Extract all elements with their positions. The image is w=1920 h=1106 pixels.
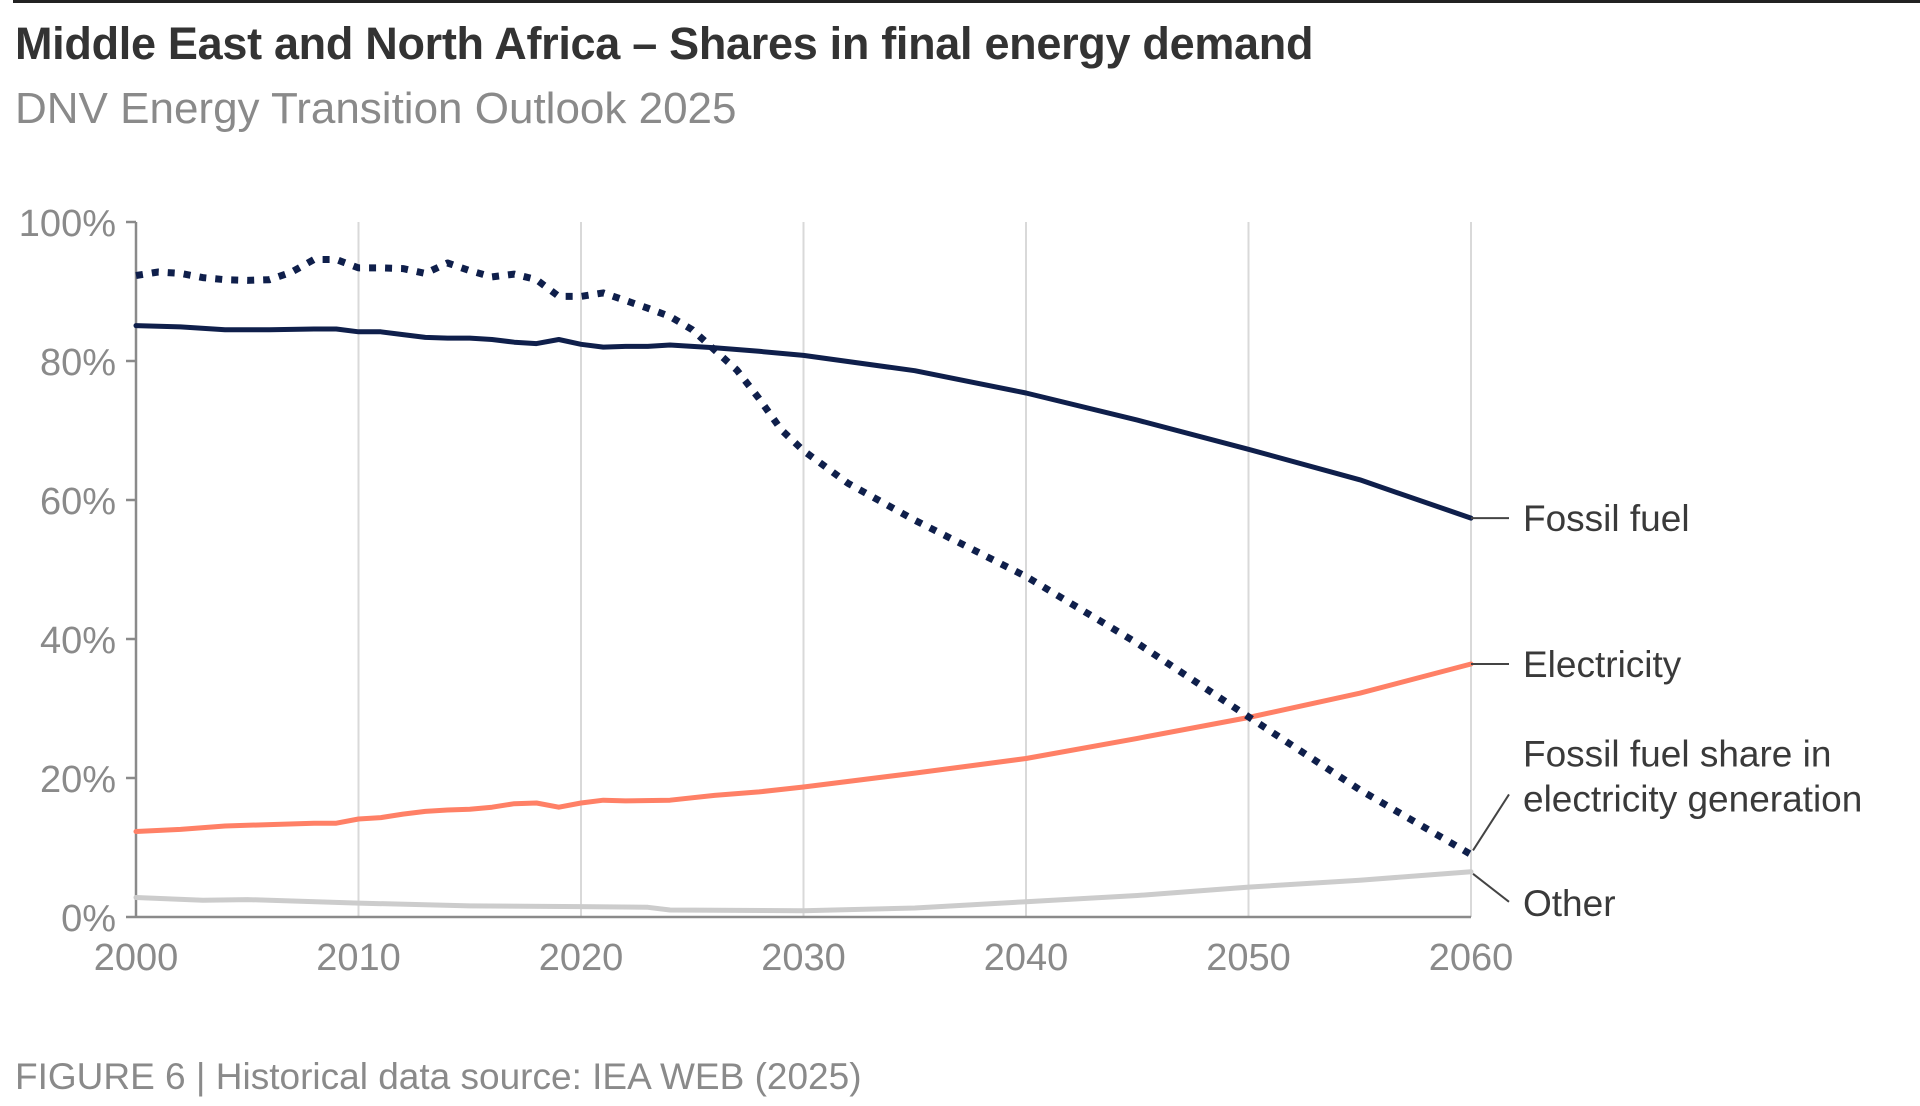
gridlines <box>357 222 1472 917</box>
legend-label-electricity: Electricity <box>1523 644 1682 685</box>
x-tick-label: 2040 <box>984 937 1069 979</box>
tick-labels: 2000 2010 2020 2030 2040 2050 2060 0% 20% 40% 60% 8… <box>19 203 1513 979</box>
axes <box>126 220 1471 919</box>
legend-label-fossil-share-line1: Fossil fuel share in <box>1523 733 1831 774</box>
series-other <box>133 869 1474 914</box>
series-lines <box>133 256 1474 914</box>
x-tick-label: 2060 <box>1429 937 1514 979</box>
y-tick-label: 40% <box>40 620 116 662</box>
top-rule <box>13 0 1920 3</box>
legend-label-fossil-fuel: Fossil fuel <box>1523 498 1690 539</box>
series-electricity <box>133 661 1474 834</box>
y-tick-label: 20% <box>40 759 116 801</box>
legend-label-fossil-share-line2: electricity generation <box>1523 778 1862 819</box>
legend-label-other: Other <box>1523 883 1616 924</box>
leader-line-fossil-share <box>1472 793 1510 851</box>
y-tick-label: 80% <box>40 342 116 384</box>
x-tick-label: 2000 <box>94 937 179 979</box>
figure-caption: FIGURE 6 | Historical data source: IEA W… <box>15 1056 862 1097</box>
x-tick-label: 2030 <box>761 937 846 979</box>
y-tick-label: 0% <box>61 898 116 940</box>
chart-title: Middle East and North Africa – Shares in… <box>15 18 1314 69</box>
series-fossil-fuel <box>133 323 1474 521</box>
chart-subtitle: DNV Energy Transition Outlook 2025 <box>15 84 737 133</box>
x-tick-label: 2020 <box>539 937 624 979</box>
leader-line-other <box>1472 873 1510 903</box>
legend: Fossil fuel Electricity Fossil fuel share … <box>1471 498 1862 924</box>
x-tick-label: 2050 <box>1206 937 1291 979</box>
y-tick-label: 60% <box>40 481 116 523</box>
y-tick-label: 100% <box>19 203 116 245</box>
x-tick-label: 2010 <box>316 937 401 979</box>
